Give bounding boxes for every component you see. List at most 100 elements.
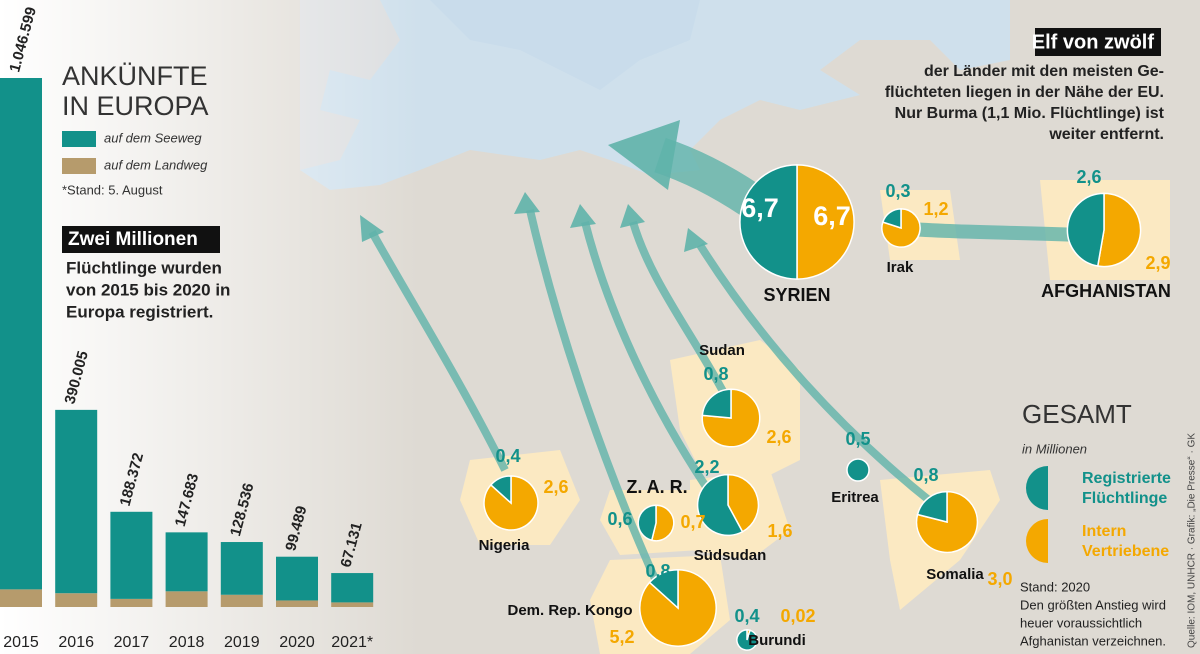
value-label: 2,2 <box>694 457 719 477</box>
value-label: 0,3 <box>885 181 910 201</box>
arrow-head <box>360 215 384 242</box>
country-name: Burundi <box>748 632 806 649</box>
annotation-box <box>1035 28 1161 56</box>
value-label: 6,7 <box>813 201 851 231</box>
annotation-title: Zwei Millionen <box>68 229 198 250</box>
arrow-head <box>514 192 540 214</box>
country-name: Nigeria <box>479 537 531 554</box>
bar-segment <box>110 598 153 607</box>
x-tick-label: 2017 <box>114 634 150 651</box>
value-label: 0,8 <box>913 465 938 485</box>
bar-segment <box>220 594 263 607</box>
legend-swatch <box>62 131 96 147</box>
value-label: 0,02 <box>780 606 815 626</box>
value-label: 0,6 <box>607 509 632 529</box>
value-label: 0,8 <box>645 561 670 581</box>
legend-label: Vertriebene <box>1082 543 1169 560</box>
annotation-line: Nur Burma (1,1 Mio. Flüchtlinge) ist <box>895 105 1165 122</box>
pie-slice <box>727 473 760 533</box>
value-label: 2,9 <box>1145 253 1170 273</box>
bar-segment <box>276 556 318 601</box>
value-label: 2,6 <box>543 477 568 497</box>
pie-slice <box>650 504 675 542</box>
bar-segment <box>165 532 208 592</box>
pie-slice <box>701 388 732 419</box>
pie-slice <box>846 458 870 482</box>
bar-segment <box>331 573 374 603</box>
x-tick-label: 2020 <box>279 634 315 651</box>
pie-slice <box>739 164 798 280</box>
country-name: Südsudan <box>694 547 767 564</box>
country-name: Somalia <box>926 566 984 583</box>
legend-swatch <box>1026 519 1048 563</box>
arrow <box>368 230 509 472</box>
value-label: 2,6 <box>1076 167 1101 187</box>
value-label: 2,6 <box>766 427 791 447</box>
bar-segment <box>0 589 42 607</box>
arrow <box>899 221 1081 242</box>
country-name: Eritrea <box>831 489 879 506</box>
pie-slice <box>489 475 512 505</box>
value-label: 3,0 <box>987 569 1012 589</box>
annotation-line: weiter entfernt. <box>1048 126 1164 143</box>
annotation-line: der Länder mit den meisten Ge- <box>924 63 1164 80</box>
pie-slice <box>796 164 855 280</box>
value-label: 0,4 <box>495 446 520 466</box>
annotation-box <box>62 226 220 253</box>
legend-label: auf dem Seeweg <box>104 130 202 145</box>
arrows <box>368 137 1081 592</box>
bar-segment <box>165 591 208 607</box>
x-tick-label: 2019 <box>224 634 260 651</box>
annotation-line: Europa registriert. <box>66 302 213 321</box>
pie-slice <box>637 504 657 542</box>
arrow <box>581 221 719 503</box>
legend-label: auf dem Landweg <box>104 157 208 172</box>
arrow-head <box>684 228 708 252</box>
value-label: 6,7 <box>741 193 779 223</box>
bar-segment <box>110 511 153 599</box>
pie-slice <box>648 569 679 610</box>
legend-label: Flüchtlinge <box>1082 490 1167 507</box>
country-name: Dem. Rep. Kongo <box>507 602 632 619</box>
value-label: 0,5 <box>845 429 870 449</box>
x-tick-label: 2015 <box>3 634 39 651</box>
pie-slice <box>881 208 902 230</box>
chart-title: ANKÜNFTE <box>62 61 208 91</box>
country-name: SYRIEN <box>763 285 830 305</box>
x-tick-label: 2021* <box>331 634 373 651</box>
note-line: Stand: 2020 <box>1020 579 1090 594</box>
pie-slice <box>696 473 744 537</box>
country-name: Irak <box>887 259 914 276</box>
bar-segment <box>331 602 374 607</box>
arrow-heads <box>360 120 708 252</box>
bar-segment <box>55 593 98 607</box>
source: Quelle: IOM, UNHCR · Grafik: „Die Presse… <box>1187 433 1198 648</box>
legend-swatch <box>1026 466 1048 510</box>
pie-slice <box>1096 192 1142 268</box>
arrow <box>526 209 664 592</box>
bar-segment <box>0 78 42 590</box>
chart-title: IN EUROPA <box>62 91 209 121</box>
sea <box>300 0 1010 190</box>
legend-label: Registrierte <box>1082 470 1171 487</box>
note-line: Afghanistan verzeichnen. <box>1020 633 1166 648</box>
legend-title: GESAMT <box>1022 399 1132 429</box>
annotation-line: flüchteten liegen in der Nähe der EU. <box>885 84 1164 101</box>
arrow <box>696 242 938 509</box>
value-label: 1,2 <box>923 199 948 219</box>
value-label: 0,7 <box>680 512 705 532</box>
value-label: 5,2 <box>609 627 634 647</box>
value-label: 1,6 <box>767 521 792 541</box>
legend-swatch <box>62 158 96 174</box>
country-name: Z. A. R. <box>626 477 687 497</box>
pie-slice <box>736 629 758 651</box>
legend-label: Intern <box>1082 523 1126 540</box>
note-line: heuer voraussichtlich <box>1020 615 1142 630</box>
footnote: *Stand: 5. August <box>62 182 163 197</box>
europe <box>430 0 700 90</box>
pie-slice <box>916 490 948 523</box>
note-line: Den größten Anstieg wird <box>1020 597 1166 612</box>
arrow-head <box>608 120 680 190</box>
annotation-line: von 2015 bis 2020 in <box>66 280 230 299</box>
